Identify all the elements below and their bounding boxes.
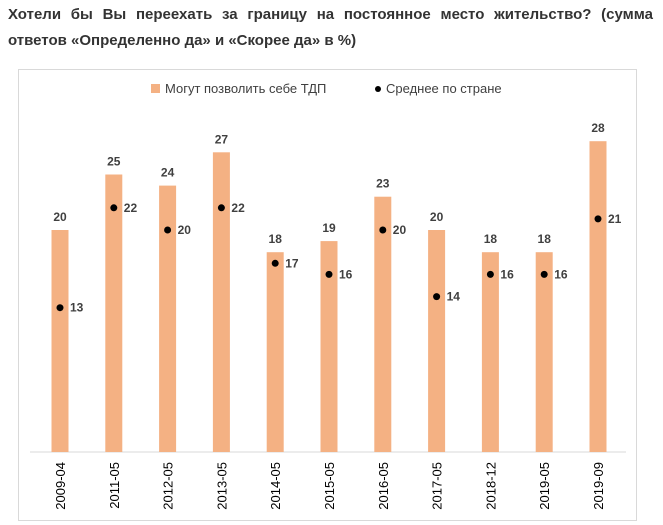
dot-value-label: 16	[554, 267, 568, 281]
bar	[105, 174, 123, 452]
x-tick-label: 2013-05	[214, 462, 229, 510]
bar-value-label: 23	[376, 177, 390, 191]
dot	[217, 204, 225, 212]
legend-label-bar: Могут позволить себе ТДП	[165, 81, 326, 96]
bar	[212, 152, 230, 453]
x-tick-label: 2009-04	[53, 462, 68, 510]
bar-value-label: 20	[430, 210, 444, 224]
dot	[110, 204, 118, 212]
bar	[266, 252, 284, 452]
dot	[325, 270, 333, 278]
bar-value-label: 27	[215, 132, 229, 146]
dot-value-label: 14	[447, 290, 461, 304]
bar-value-label: 28	[591, 121, 605, 135]
x-tick-label: 2012-05	[161, 462, 176, 510]
bar-value-label: 20	[53, 210, 67, 224]
bar-value-label: 18	[269, 232, 283, 246]
dot-value-label: 22	[231, 201, 245, 215]
dot	[271, 259, 279, 267]
bar-value-label: 24	[161, 166, 175, 180]
x-tick-label: 2015-05	[322, 462, 337, 510]
bar-value-label: 19	[322, 221, 336, 235]
x-tick-label: 2016-05	[376, 462, 391, 510]
bar	[589, 141, 607, 452]
dot-value-label: 16	[500, 267, 514, 281]
bar	[428, 230, 446, 452]
dot	[594, 215, 602, 223]
bar	[374, 196, 392, 452]
dot	[540, 270, 548, 278]
dot	[56, 304, 64, 312]
legend-label-dot: Среднее по стране	[386, 81, 502, 96]
bar-value-label: 18	[484, 232, 498, 246]
bar	[159, 185, 177, 452]
dot	[379, 226, 387, 234]
dot-value-label: 20	[178, 223, 192, 237]
bar	[51, 230, 69, 452]
dot-value-label: 17	[285, 256, 299, 270]
dot-value-label: 22	[124, 201, 138, 215]
bar-value-label: 25	[107, 155, 121, 169]
bar	[481, 252, 499, 452]
bar	[320, 241, 338, 452]
dot-value-label: 16	[339, 267, 353, 281]
x-tick-label: 2019-09	[591, 462, 606, 510]
x-tick-label: 2018-12	[483, 462, 498, 510]
dot-value-label: 13	[70, 301, 84, 315]
x-tick-label: 2019-05	[537, 462, 552, 510]
chart-area	[18, 69, 637, 521]
bar	[535, 252, 553, 452]
x-tick-label: 2017-05	[430, 462, 445, 510]
legend-swatch-bar	[151, 84, 160, 93]
x-tick-label: 2014-05	[268, 462, 283, 510]
legend-marker-dot	[375, 86, 381, 92]
dot	[486, 270, 494, 278]
x-tick-label: 2011-05	[107, 462, 122, 509]
dot-value-label: 20	[393, 223, 407, 237]
chart-title: Хотели бы Вы переехать за границу на пос…	[8, 6, 653, 49]
dot	[433, 293, 441, 301]
bar-value-label: 18	[538, 232, 552, 246]
dot	[164, 226, 172, 234]
dot-value-label: 21	[608, 212, 622, 226]
